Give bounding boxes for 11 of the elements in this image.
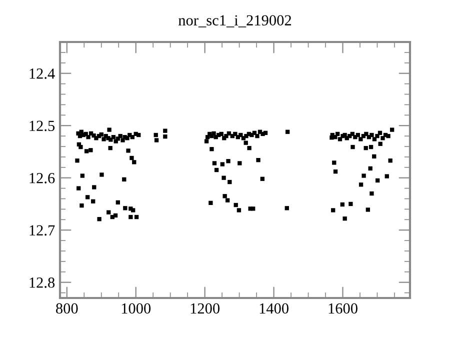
y-tick-label: 12.4 xyxy=(30,68,55,79)
x-tick-label: 800 xyxy=(56,303,78,314)
chart-title: nor_sc1_i_219002 xyxy=(178,15,292,28)
x-tick-label: 1400 xyxy=(260,303,288,314)
y-tick-label: 12.6 xyxy=(30,173,55,184)
y-tick-label: 12.5 xyxy=(30,120,55,132)
x-tick-label: 1600 xyxy=(328,303,358,314)
y-tick-label: 12.7 xyxy=(30,225,55,236)
x-tick-label: 1200 xyxy=(190,303,220,314)
x-tick-label: 1000 xyxy=(122,303,151,314)
y-tick-label: 12.8 xyxy=(30,277,55,288)
